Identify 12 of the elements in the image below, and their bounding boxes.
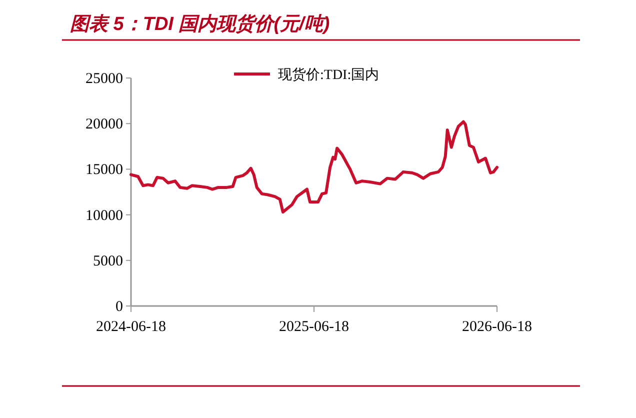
y-tick-label: 0 [116,299,123,315]
line-series [130,120,498,214]
legend-label: 现货价:TDI:国内 [278,67,380,83]
x-tick-label: 2026-06-18 [462,319,532,335]
y-tick-label: 15000 [86,162,123,178]
y-tick-label: 5000 [93,253,123,270]
y-tick-label: 10000 [86,208,123,224]
chart-title: 图表 5：TDI 国内现货价(元/吨) [70,13,330,35]
y-tick-label: 25000 [86,71,123,87]
y-tick-label: 20000 [86,116,123,133]
x-tick-label: 2025-06-18 [279,319,349,335]
x-tick-label: 2024-06-18 [96,319,166,335]
